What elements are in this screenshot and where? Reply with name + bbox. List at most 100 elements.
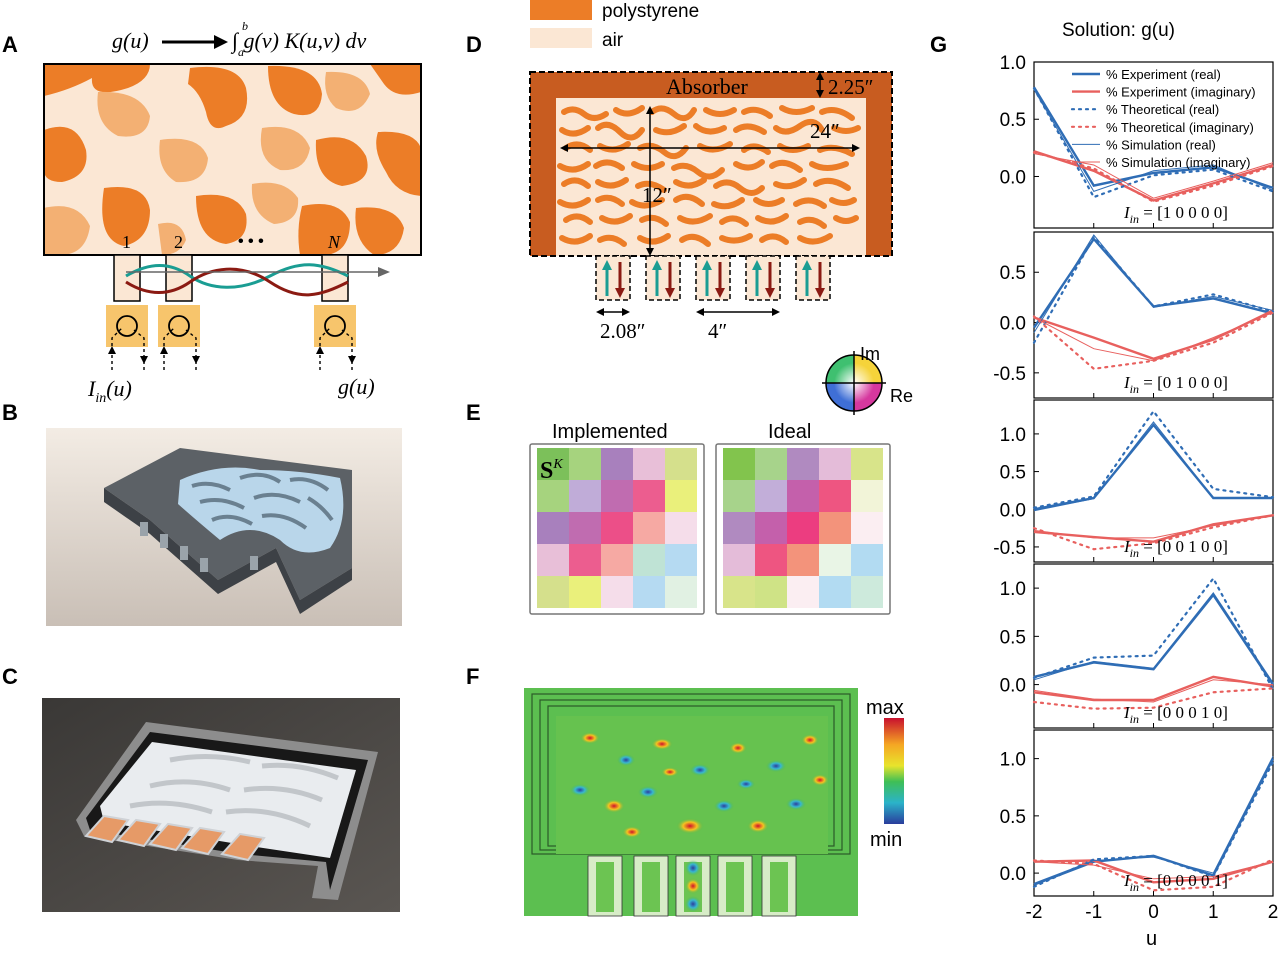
implemented-matrix-cell xyxy=(633,576,665,608)
panel-label-c: C xyxy=(2,664,18,689)
y-tick-label: 0.0 xyxy=(1000,314,1026,335)
implemented-matrix-cell xyxy=(665,480,697,512)
subplot-2: -0.5 0.0 0.5 Iin = [0 1 0 0 0] xyxy=(993,231,1275,399)
ideal-matrix-cell xyxy=(819,480,851,512)
legend-entry: % Experiment (real) xyxy=(1106,67,1221,82)
series-line-theoretical-imaginary xyxy=(1032,858,1275,892)
subplot-4: 0.0 0.5 1.0 Iin = [0 0 0 1 0] xyxy=(1000,563,1275,729)
svg-text:Iin(u): Iin(u) xyxy=(87,376,132,406)
implemented-matrix-cell xyxy=(569,512,601,544)
input-vector-label: Iin = [0 0 0 1 0] xyxy=(1123,703,1228,726)
y-tick-label: 0.0 xyxy=(1000,500,1026,521)
y-tick-label: 0.5 xyxy=(1000,463,1026,484)
ideal-matrix-cell xyxy=(755,512,787,544)
input-vector-value: = [0 1 0 0 0] xyxy=(1139,373,1228,392)
y-tick-label: 1.0 xyxy=(1000,579,1026,600)
panel-f-field-map xyxy=(524,688,858,917)
ideal-matrix-cell xyxy=(723,512,755,544)
input-vector-name: I xyxy=(1123,373,1131,392)
implemented-matrix-cell xyxy=(601,448,633,480)
input-vector-label: Iin = [0 0 0 0 1] xyxy=(1123,871,1228,894)
input-vector-name: I xyxy=(1123,537,1131,556)
x-tick-label: 1 xyxy=(1208,902,1219,923)
chart-title: Solution: g(u) xyxy=(1062,20,1175,41)
panel-c-photo xyxy=(42,698,400,912)
panel-label-d: D xyxy=(466,32,482,57)
series-line-theoretical-imaginary xyxy=(1032,514,1275,551)
output-label: g(u) xyxy=(338,374,375,399)
chart-legend: % Experiment (real) % Experiment (imagina… xyxy=(1070,67,1256,170)
y-tick-label: -0.5 xyxy=(993,364,1026,385)
series-line-simulation-real xyxy=(1033,756,1274,884)
input-label-arg: (u) xyxy=(106,376,132,401)
series-line-theoretical-imaginary xyxy=(1032,151,1275,203)
subplot-1: 0.0 0.5 1.0 Iin = [1 0 0 0 0] xyxy=(1000,53,1275,229)
y-tick-label: 1.0 xyxy=(1000,425,1026,446)
port-label-n: N xyxy=(327,232,341,252)
equation-arrow xyxy=(162,35,228,49)
port-label-1: 1 xyxy=(122,232,131,252)
series-line-theoretical-real xyxy=(1032,576,1275,691)
device-photo xyxy=(76,722,378,900)
axis-im-label: Im xyxy=(860,344,880,364)
series-line-experiment-imaginary xyxy=(1033,150,1274,202)
panel-label-a: A xyxy=(2,32,18,57)
y-tick-label: 1.0 xyxy=(1000,53,1026,74)
panel-g-charts: 0.0 0.5 1.0 Iin = [1 0 0 0 0] -0.5 0.0 0.5 Iin … xyxy=(993,53,1278,923)
implemented-matrix-cell xyxy=(569,448,601,480)
subplot-3: -0.5 0.0 0.5 1.0 Iin = [0 0 1 0 0] xyxy=(993,399,1275,563)
axis-re-label: Re xyxy=(890,386,913,406)
series-line-experiment-real xyxy=(1033,237,1274,329)
implemented-matrix-cell xyxy=(601,544,633,576)
x-tick-label: -2 xyxy=(1026,902,1043,923)
panel-a: g(u) ∫ g(v) K(u,v) dv b a xyxy=(43,19,422,406)
series-line-theoretical-real xyxy=(1032,761,1275,888)
implemented-matrix-cell xyxy=(537,512,569,544)
y-tick-label: -0.5 xyxy=(993,538,1026,559)
implemented-matrix-cell xyxy=(665,576,697,608)
input-vector-sub: in xyxy=(1130,546,1139,560)
series-line-experiment-imaginary xyxy=(1033,675,1274,702)
series-line-simulation-imaginary xyxy=(1033,312,1274,362)
colorbar-min-label: min xyxy=(870,829,902,851)
series-line-simulation-imaginary xyxy=(1033,861,1274,880)
ideal-matrix-cell xyxy=(723,480,755,512)
series-line-experiment-imaginary xyxy=(1033,309,1274,361)
ideal-matrix-cell xyxy=(819,512,851,544)
implemented-matrix-cell xyxy=(665,544,697,576)
input-vector-label: Iin = [0 1 0 0 0] xyxy=(1123,373,1228,396)
colorbar-max-label: max xyxy=(866,697,904,719)
equation-lhs: g(u) xyxy=(112,28,149,53)
implemented-matrix-cell xyxy=(633,480,665,512)
ideal-matrix-cell xyxy=(851,448,883,480)
dimension-width: 24″ xyxy=(810,119,840,143)
implemented-matrix-cell xyxy=(537,480,569,512)
ideal-matrix-cell xyxy=(723,544,755,576)
wave-signals xyxy=(125,263,390,297)
circulator-icon xyxy=(168,315,190,337)
panel-label-f: F xyxy=(466,664,479,689)
implemented-matrix-cell xyxy=(537,544,569,576)
x-tick-label: -1 xyxy=(1085,902,1102,923)
ideal-matrix-cell xyxy=(787,576,819,608)
input-vector-value: = [0 0 0 0 1] xyxy=(1139,871,1228,890)
colorbar xyxy=(884,718,904,824)
equation-rhs: ∫ g(v) K(u,v) dv xyxy=(230,28,367,54)
series-line-simulation-imaginary xyxy=(1033,153,1274,199)
equation-lower-limit: a xyxy=(238,45,244,59)
y-tick-label: 0.5 xyxy=(1000,807,1026,828)
legend-label-polystyrene: polystyrene xyxy=(602,1,699,22)
legend-swatch-polystyrene xyxy=(530,0,592,20)
implemented-matrix-cell xyxy=(665,512,697,544)
input-vector-sub: in xyxy=(1130,382,1139,396)
dimension-height: 12″ xyxy=(642,183,672,207)
series-line-theoretical-imaginary xyxy=(1032,687,1275,710)
input-vector-value: = [1 0 0 0 0] xyxy=(1139,203,1228,222)
y-tick-label: 1.0 xyxy=(1000,750,1026,771)
legend-label-air: air xyxy=(602,30,624,51)
matrix-symbol: S xyxy=(540,458,553,484)
panel-e: Im Re Implemented Ideal SK xyxy=(529,344,913,615)
legend-entry: % Experiment (imaginary) xyxy=(1106,85,1256,100)
y-tick-label: 0.5 xyxy=(1000,627,1026,648)
